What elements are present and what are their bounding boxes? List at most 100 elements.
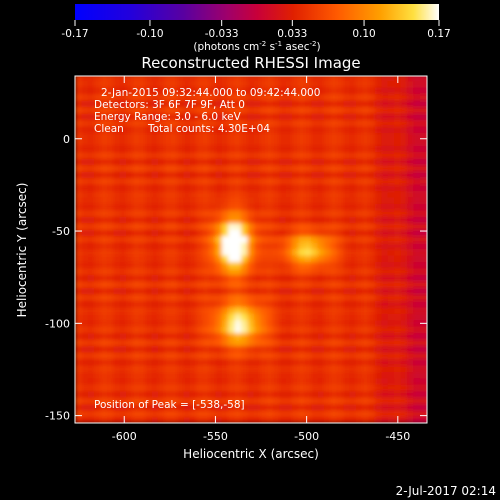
heatmap-cell [272,229,280,237]
heatmap-cell [209,371,217,379]
heatmap-cell [266,248,274,256]
heatmap-cell [375,106,383,114]
heatmap-cell [189,358,197,366]
heatmap-cell [138,293,146,301]
heatmap-cell [75,229,82,237]
heatmap-cell [164,339,172,347]
heatmap-cell [336,267,344,276]
heatmap-cell [119,300,127,308]
heatmap-cell [183,216,191,224]
heatmap-cell [323,242,331,250]
heatmap-cell [132,255,140,263]
heatmap-cell [317,384,325,392]
heatmap-cell [106,222,114,230]
heatmap-cell [183,190,191,198]
heatmap-cell [381,384,389,392]
heatmap-cell [355,339,363,347]
heatmap-cell [394,358,402,366]
heatmap-cell [381,106,389,114]
heatmap-cell [132,209,140,217]
heatmap-cell [234,293,242,301]
heatmap-cell [202,145,210,153]
heatmap-cell [336,106,344,114]
heatmap-cell [355,332,363,340]
heatmap-cell [202,410,210,418]
heatmap-cell [106,403,114,411]
heatmap-cell [298,371,306,379]
heatmap-cell [368,196,376,204]
heatmap-cell [285,306,293,314]
heatmap-cell [343,76,351,82]
heatmap-cell [247,416,255,423]
heatmap-cell [375,119,383,127]
heatmap-cell [209,345,217,353]
heatmap-cell [138,306,146,314]
heatmap-cell [387,145,395,153]
heatmap-cell [100,203,108,211]
heatmap-cell [292,358,300,366]
heatmap-cell [151,358,159,366]
heatmap-cell [349,300,357,308]
heatmap-cell [113,351,121,359]
heatmap-cell [266,119,274,127]
heatmap-cell [221,125,229,133]
heatmap-cell [81,313,89,321]
heatmap-cell [381,190,389,198]
heatmap-cell [375,416,383,423]
heatmap-cell [381,287,389,295]
heatmap-cell [304,190,312,198]
heatmap-cell [228,332,236,340]
heatmap-cell [247,384,255,392]
heatmap-cell [215,216,223,224]
heatmap-cell [381,125,389,133]
heatmap-cell [215,164,223,172]
heatmap-cell [368,261,376,269]
heatmap-cell [311,190,319,198]
heatmap-cell [119,99,127,108]
heatmap-cell [349,390,357,398]
heatmap-cell [285,183,293,192]
heatmap-cell [145,371,153,379]
heatmap-cell [202,177,210,185]
heatmap-cell [87,177,95,185]
heatmap-cell [234,371,242,379]
heatmap-cell [240,119,248,127]
heatmap-cell [126,326,134,334]
heatmap-cell [292,87,300,95]
heatmap-cell [311,87,319,95]
heatmap-cell [215,209,223,217]
heatmap-cell [145,274,153,282]
heatmap-cell [240,190,248,198]
heatmap-cell [394,403,402,411]
heatmap-cell [100,87,108,95]
heatmap-cell [234,351,242,359]
heatmap-cell [400,255,408,263]
heatmap-cell [106,293,114,301]
heatmap-cell [292,216,300,224]
heatmap-cell [202,222,210,230]
heatmap-cell [247,80,255,88]
heatmap-cell [355,145,363,153]
heatmap-cell [145,112,153,120]
heatmap-cell [189,261,197,269]
heatmap-cell [362,80,370,88]
heatmap-cell [419,99,427,108]
heatmap-cell [247,345,255,353]
heatmap-cell [343,300,351,308]
heatmap-cell [394,306,402,314]
heatmap-cell [151,384,159,392]
heatmap-cell [304,138,312,146]
heatmap-cell [304,416,312,423]
heatmap-cell [355,319,363,327]
heatmap-cell [343,332,351,340]
heatmap-cell [215,390,223,398]
heatmap-cell [362,410,370,418]
heatmap-cell [145,145,153,153]
heatmap-cell [292,267,300,276]
heatmap-cell [343,287,351,295]
heatmap-cell [189,87,197,95]
heatmap-cell [209,80,217,88]
heatmap-cell [215,132,223,140]
heatmap-cell [336,358,344,366]
heatmap-cell [330,248,338,256]
